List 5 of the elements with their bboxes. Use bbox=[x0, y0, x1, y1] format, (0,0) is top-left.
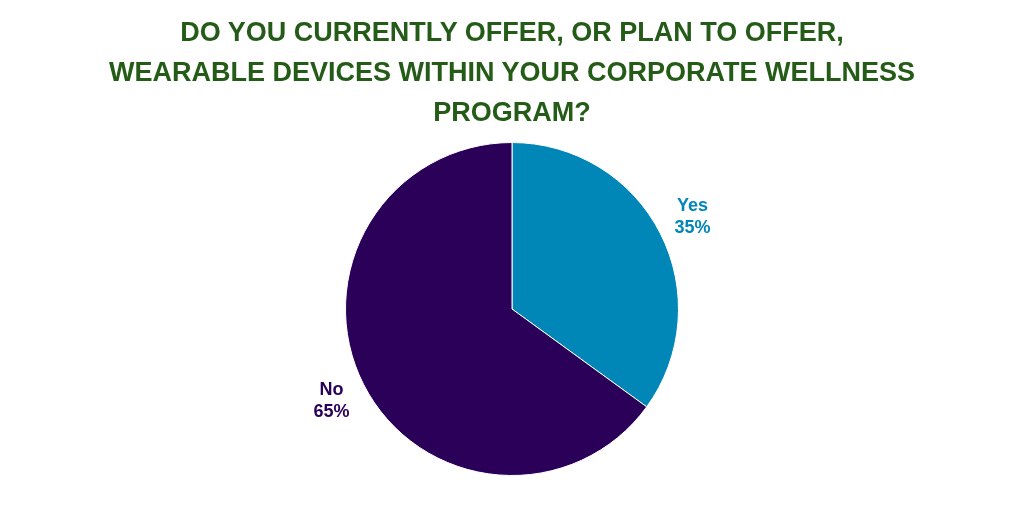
slice-label: No bbox=[319, 378, 344, 399]
data-label: 35% bbox=[674, 217, 711, 238]
data-label: 65% bbox=[313, 400, 350, 421]
chart-title: DO YOU CURRENTLY OFFER, OR PLAN TO OFFER, WEARABLE DEVICES WITHIN YOUR CORPORATE WELLNESS PROGRAM? bbox=[107, 16, 916, 127]
slice-label: Yes bbox=[676, 195, 708, 216]
